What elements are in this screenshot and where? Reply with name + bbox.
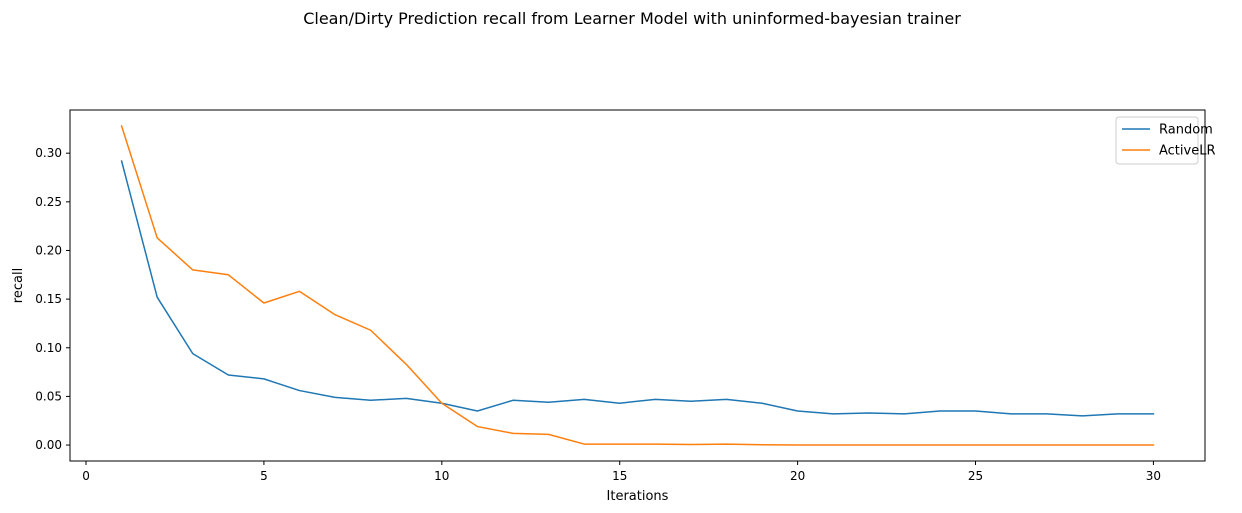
y-tick-label: 0.05	[35, 389, 62, 403]
chart-title: Clean/Dirty Prediction recall from Learn…	[303, 9, 961, 28]
legend: Random ActiveLR	[1115, 116, 1216, 165]
y-tick-label: 0.25	[35, 195, 62, 209]
legend-label-activelr: ActiveLR	[1159, 144, 1216, 159]
x-tick-label: 20	[790, 469, 805, 483]
plot-frame	[69, 109, 1206, 462]
y-tick-label: 0.10	[35, 341, 62, 355]
x-tick-label: 10	[434, 469, 449, 483]
series-line-random	[120, 160, 1155, 417]
y-tick-label: 0.00	[35, 438, 62, 452]
x-tick-label: 25	[968, 469, 983, 483]
x-axis-label: Iterations	[607, 489, 669, 504]
x-tick-label: 0	[82, 469, 90, 483]
y-axis-label: recall	[11, 268, 26, 303]
legend-label-random: Random	[1159, 123, 1213, 138]
y-tick-label: 0.15	[35, 292, 62, 306]
y-tick-label: 0.20	[35, 243, 62, 257]
x-tick-label: 5	[260, 469, 268, 483]
x-axis-ticks: 0 5 10 15 20 25 30	[82, 461, 1161, 483]
y-axis-ticks: 0.00 0.05 0.10 0.15 0.20 0.25 0.30	[35, 146, 70, 452]
series-line-activelr	[120, 125, 1155, 446]
x-tick-label: 15	[612, 469, 627, 483]
plot-area	[70, 110, 1205, 461]
series-layer	[120, 125, 1155, 446]
x-tick-label: 30	[1146, 469, 1161, 483]
y-tick-label: 0.30	[35, 146, 62, 160]
